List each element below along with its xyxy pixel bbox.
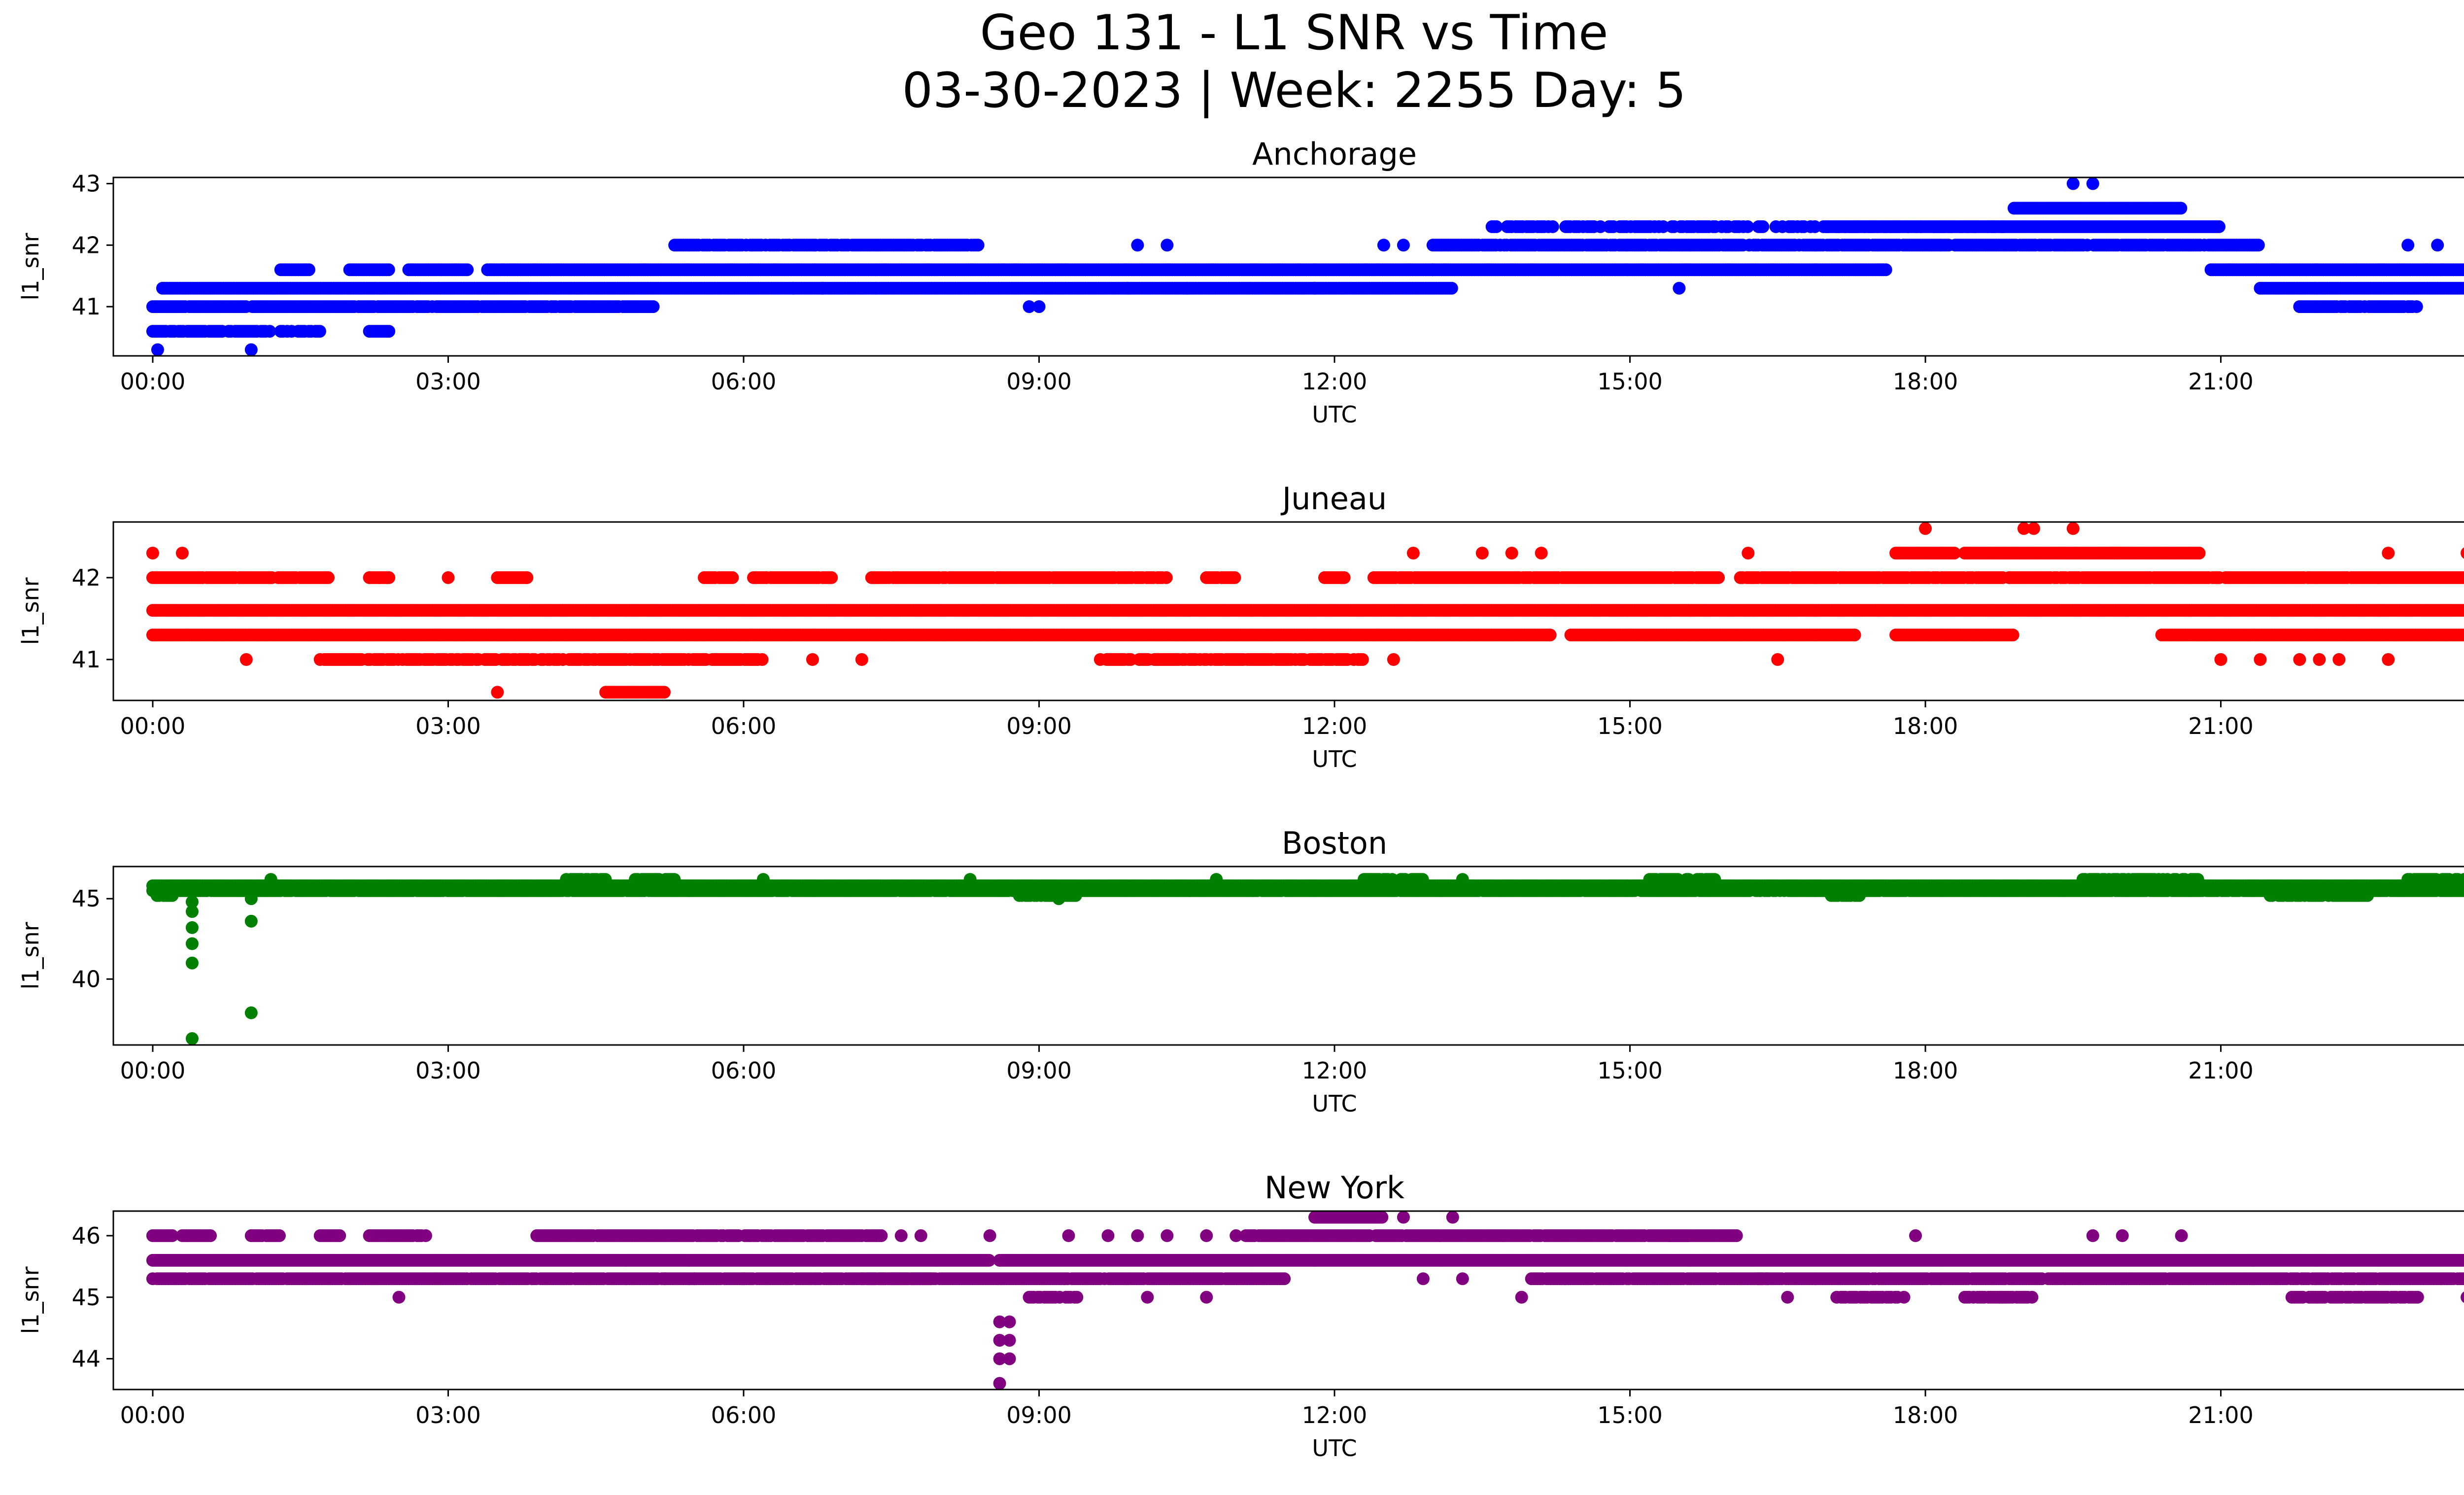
y-tick-label: 43 bbox=[71, 170, 101, 197]
x-tick-label: 09:00 bbox=[1006, 368, 1072, 395]
data-point bbox=[1023, 300, 1036, 313]
data-point bbox=[322, 571, 335, 584]
x-tick-label: 18:00 bbox=[1893, 368, 1958, 395]
data-point bbox=[2192, 547, 2206, 560]
data-point bbox=[1160, 571, 1173, 584]
data-point bbox=[1308, 281, 1321, 295]
data-point bbox=[382, 325, 396, 338]
data-point bbox=[382, 571, 396, 584]
data-point bbox=[1228, 571, 1241, 584]
data-point bbox=[461, 263, 474, 277]
data-point bbox=[2174, 202, 2188, 215]
data-point bbox=[1032, 300, 1046, 313]
x-tick-label: 06:00 bbox=[711, 368, 777, 395]
data-point bbox=[382, 263, 395, 277]
data-point bbox=[1161, 239, 1174, 252]
x-tick-label: 03:00 bbox=[415, 368, 481, 395]
data-point bbox=[244, 343, 258, 356]
data-point bbox=[816, 281, 829, 295]
y-axis-label: l1_snr bbox=[17, 233, 44, 300]
data-point bbox=[2431, 239, 2444, 252]
data-point bbox=[313, 325, 326, 338]
data-point bbox=[2066, 177, 2080, 190]
x-tick-label: 12:00 bbox=[1302, 368, 1368, 395]
data-point bbox=[726, 571, 739, 584]
data-point bbox=[2462, 265, 2464, 274]
figure-title-line2: 03-30-2023 | Week: 2255 Day: 5 bbox=[902, 63, 1686, 119]
data-point bbox=[1879, 263, 1892, 277]
y-tick-label: 41 bbox=[71, 293, 101, 320]
data-point bbox=[1121, 281, 1134, 295]
data-point bbox=[151, 343, 164, 356]
data-point bbox=[2252, 239, 2265, 252]
data-point bbox=[1948, 547, 1961, 560]
data-point bbox=[1712, 571, 1725, 584]
y-tick-label: 42 bbox=[71, 232, 101, 258]
data-point bbox=[1490, 220, 1503, 233]
x-tick-label: 00:00 bbox=[120, 368, 186, 395]
subplot-title: Juneau bbox=[1280, 481, 1387, 517]
data-point bbox=[302, 263, 315, 277]
data-point bbox=[2213, 220, 2225, 233]
data-point bbox=[1756, 220, 1770, 233]
scatter-points bbox=[146, 177, 2464, 356]
scatter-points bbox=[146, 522, 2464, 699]
subplot-anchorage: Anchorage 00:00 03:00 06:00 09:00 12:00 15:00 1… bbox=[17, 136, 2464, 428]
data-point bbox=[263, 325, 276, 338]
data-point bbox=[2401, 239, 2415, 252]
data-point bbox=[825, 571, 838, 584]
data-point bbox=[1337, 571, 1351, 584]
data-point bbox=[1741, 220, 1754, 233]
data-point bbox=[971, 239, 985, 252]
data-point bbox=[786, 281, 799, 295]
data-point bbox=[1131, 239, 1144, 252]
data-point bbox=[2410, 300, 2423, 313]
data-point bbox=[2462, 283, 2464, 293]
data-point bbox=[1445, 281, 1458, 295]
data-point bbox=[1673, 281, 1686, 295]
x-axis-label: UTC bbox=[1312, 401, 1357, 428]
data-point bbox=[2460, 264, 2464, 276]
data-point bbox=[2086, 177, 2099, 190]
figure-title-line1: Geo 131 - L1 SNR vs Time bbox=[980, 5, 1608, 61]
x-tick-label: 21:00 bbox=[2188, 368, 2254, 395]
data-point bbox=[647, 300, 660, 313]
data-point bbox=[1377, 239, 1390, 252]
subplot-title: Anchorage bbox=[1252, 136, 1417, 172]
x-tick-label: 15:00 bbox=[1597, 368, 1663, 395]
data-point bbox=[1180, 281, 1194, 295]
data-point bbox=[1546, 220, 1559, 233]
data-point bbox=[1397, 239, 1410, 252]
